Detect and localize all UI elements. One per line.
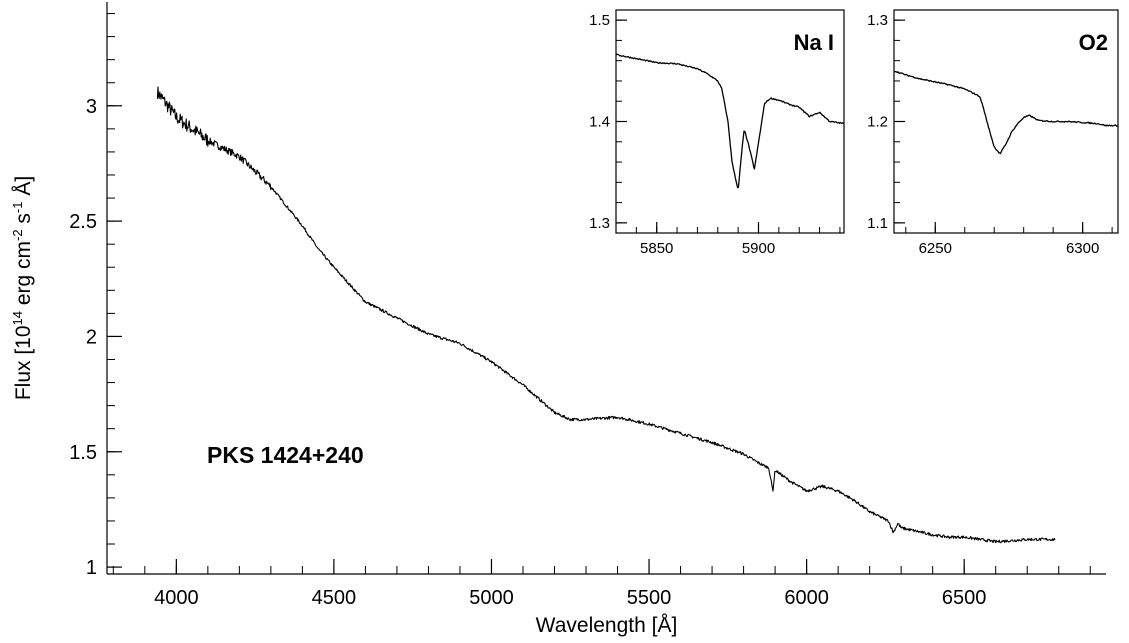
main-x-tick-label: 4500: [312, 587, 357, 609]
na-inset-x-tick-label: 5850: [640, 240, 673, 257]
inset-na-panel: 5850 5900 1.3 1.4 1.5 Na I: [589, 9, 845, 257]
o2-inset-y-tick-label: 1.1: [867, 215, 888, 232]
main-y-tick-label: 1.5: [69, 442, 97, 464]
na-inset-y-tick-label: 1.5: [589, 12, 610, 29]
x-axis-title: Wavelength [Å]: [536, 614, 678, 637]
main-y-tick-label: 2: [86, 326, 97, 348]
main-panel: 4000 4500 5000 5500 6000 6500 1 1.5 2 2.5 3 Wavelen…: [10, 2, 1106, 637]
source-name-annotation: PKS 1424+240: [207, 442, 364, 468]
o2-inset-x-tick-label: 6250: [919, 240, 952, 257]
main-y-tick-label: 3: [86, 96, 97, 118]
y-axis-title-superscript: -1: [10, 202, 25, 214]
main-x-tick-label: 6500: [942, 587, 987, 609]
na-inset-y-tick-label: 1.3: [589, 215, 610, 232]
main-x-tick-label: 5000: [469, 587, 514, 609]
main-spectrum-line: [156, 86, 1056, 544]
na-inset-annotation: Na I: [794, 30, 834, 55]
y-axis-title-part: s: [12, 213, 35, 229]
main-x-tick-label: 4000: [154, 587, 199, 609]
na-inset-spectrum-line: [615, 53, 845, 189]
main-y-tick-label: 1: [86, 557, 97, 579]
y-axis-title: Flux [1014 erg cm-2 s-1 Å]: [10, 176, 35, 400]
na-inset-frame: [615, 9, 845, 234]
o2-inset-y-tick-label: 1.2: [867, 114, 888, 131]
y-axis-title-superscript: 14: [10, 311, 25, 325]
y-axis-title-part: Flux [10: [12, 325, 35, 400]
y-axis-title-part: Å]: [12, 176, 35, 202]
o2-inset-spectrum-line: [893, 70, 1119, 155]
y-axis-title-superscript: -2: [10, 229, 25, 241]
inset-o2-panel: 6250 6300 1.1 1.2 1.3 O2: [867, 9, 1119, 257]
o2-inset-frame: [893, 9, 1119, 234]
y-axis-title-part: erg cm: [12, 241, 35, 311]
na-inset-y-tick-label: 1.4: [589, 114, 610, 131]
main-x-tick-label: 5500: [627, 587, 672, 609]
o2-inset-y-tick-label: 1.3: [867, 12, 888, 29]
main-y-tick-label: 2.5: [69, 211, 97, 233]
na-inset-x-tick-label: 5900: [742, 240, 775, 257]
main-x-tick-label: 6000: [784, 587, 829, 609]
o2-inset-x-tick-label: 6300: [1066, 240, 1099, 257]
o2-inset-annotation: O2: [1079, 30, 1108, 55]
